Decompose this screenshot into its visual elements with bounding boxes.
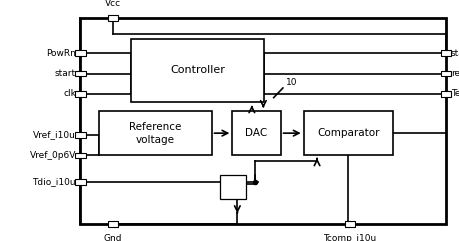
Text: clk: clk	[63, 89, 76, 99]
Text: Vref_0p6V: Vref_0p6V	[29, 151, 76, 160]
Text: startRn: startRn	[450, 48, 459, 58]
Bar	[303, 111, 392, 155]
Text: ready: ready	[450, 69, 459, 78]
Bar	[440, 71, 450, 76]
Bar	[344, 221, 354, 227]
Bar	[232, 111, 280, 155]
Text: 10: 10	[285, 78, 297, 87]
Text: Comparator: Comparator	[317, 128, 379, 138]
Text: Temp<9:0>: Temp<9:0>	[450, 89, 459, 99]
Bar	[107, 15, 118, 21]
Bar	[75, 91, 85, 97]
Bar	[99, 111, 211, 155]
Bar	[80, 18, 445, 224]
Bar	[131, 39, 264, 102]
Text: Vcc: Vcc	[104, 0, 121, 8]
Bar	[75, 153, 85, 158]
Bar	[107, 221, 118, 227]
Text: Controller: Controller	[170, 66, 225, 75]
Bar	[75, 179, 85, 185]
Text: Tdio_i10u: Tdio_i10u	[32, 177, 76, 187]
Text: DAC: DAC	[245, 128, 267, 138]
Text: Tcomp_i10u: Tcomp_i10u	[322, 234, 375, 241]
Text: Reference
voltage: Reference voltage	[129, 121, 181, 145]
Bar	[75, 50, 85, 56]
Bar	[219, 175, 245, 199]
Bar	[440, 50, 450, 56]
Bar	[75, 71, 85, 76]
Text: Gnd: Gnd	[103, 234, 122, 241]
Text: PowRn: PowRn	[46, 48, 76, 58]
Bar	[440, 91, 450, 97]
Bar	[75, 132, 85, 138]
Text: start: start	[55, 69, 76, 78]
Text: Vref_i10u: Vref_i10u	[33, 130, 76, 140]
